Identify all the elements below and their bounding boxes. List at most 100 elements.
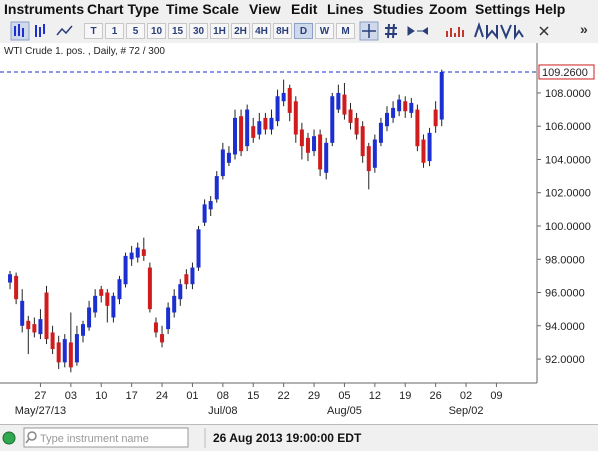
timeframe-button[interactable]: W	[315, 23, 334, 39]
candle-body	[178, 284, 183, 300]
y-tick-label: 108.0000	[545, 88, 591, 100]
menu-item[interactable]: Studies	[373, 1, 424, 17]
period-label: Aug/05	[327, 405, 362, 417]
candle-body	[433, 109, 438, 127]
candle-body	[330, 96, 335, 143]
candle-body	[324, 142, 329, 173]
candle-body	[226, 152, 231, 163]
timeframe-button[interactable]: 30	[189, 23, 208, 39]
timeframe-button[interactable]: 10	[147, 23, 166, 39]
menu-item[interactable]: Chart Type	[87, 1, 160, 17]
toolbar: T 1 5 10 15 30 1H 2H 4H 8H D W M»	[0, 19, 598, 44]
candle-body	[208, 201, 213, 210]
candle-body	[415, 109, 420, 147]
drawing-tools[interactable]	[474, 21, 524, 41]
candle-icon[interactable]	[35, 24, 45, 37]
menu-item[interactable]: Edit	[291, 1, 318, 17]
timeframe-button[interactable]: 2H	[231, 23, 250, 39]
clear-icon[interactable]	[539, 26, 549, 36]
chart: WTI Crude 1. pos. , Daily, # 72 / 300 92…	[0, 43, 598, 424]
menu-item[interactable]: Instruments	[4, 1, 85, 17]
y-tick-label: 102.0000	[545, 188, 591, 200]
timeframe-button[interactable]: 4H	[252, 23, 271, 39]
candle-body	[147, 267, 152, 310]
volume-icon[interactable]	[446, 27, 464, 37]
candle-body	[427, 132, 432, 162]
timeframe-button[interactable]: T	[84, 23, 103, 39]
candle-body	[32, 324, 37, 333]
candle-body	[196, 229, 201, 268]
menu-item[interactable]: Time Scale	[166, 1, 239, 17]
candle-body	[74, 334, 79, 363]
candle-body	[44, 292, 49, 340]
candle-body	[160, 334, 165, 343]
more-button[interactable]: »	[580, 21, 588, 37]
x-tick-label: 02	[460, 390, 472, 402]
candle-body	[20, 300, 25, 326]
candle-body	[397, 99, 402, 112]
menu-item[interactable]: View	[249, 1, 281, 17]
x-tick-label: 03	[65, 390, 77, 402]
x-tick-label: 15	[247, 390, 259, 402]
timeframe-button[interactable]: 1H	[210, 23, 229, 39]
menu-item[interactable]: Help	[535, 1, 566, 17]
candle-body	[93, 295, 98, 313]
candle-body	[220, 149, 225, 177]
line-icon[interactable]	[56, 25, 73, 36]
candle-body	[239, 116, 244, 152]
timeframe-button[interactable]: D	[294, 23, 313, 39]
candle-body	[184, 274, 189, 285]
x-tick-label: 29	[308, 390, 320, 402]
timeframe-button[interactable]: 1	[105, 23, 124, 39]
zoom-icon[interactable]	[407, 26, 424, 36]
grid-icon[interactable]	[385, 23, 397, 39]
candle-body	[439, 71, 444, 120]
candle-body	[129, 252, 134, 260]
candle-body	[312, 136, 317, 152]
timeframe-button[interactable]: 5	[126, 23, 145, 39]
x-tick-label: 27	[34, 390, 46, 402]
candle-body	[26, 320, 31, 330]
candle-body	[293, 101, 298, 135]
y-tick-label: 100.0000	[545, 221, 591, 233]
candle-body	[99, 289, 104, 296]
candle-body	[281, 92, 286, 102]
candle-body	[105, 292, 110, 306]
candle-body	[190, 267, 195, 285]
candle-body	[385, 112, 389, 127]
candle-body	[257, 121, 262, 135]
timeframe-button[interactable]: 8H	[273, 23, 292, 39]
search-icon	[27, 431, 37, 441]
chart-title: WTI Crude 1. pos. , Daily, # 72 / 300	[4, 46, 165, 57]
x-tick-label: 19	[399, 390, 411, 402]
candle-body	[378, 122, 383, 143]
timeframe-button[interactable]: M	[336, 23, 355, 39]
candle-body	[38, 319, 43, 335]
zoom-out-icon[interactable]	[422, 27, 428, 35]
candle-body	[56, 342, 61, 363]
menu-item[interactable]: Zoom	[429, 1, 468, 17]
candle-body	[50, 332, 55, 350]
instrument-input[interactable]	[23, 427, 189, 448]
candle-body	[421, 139, 426, 163]
x-tick-label: 24	[156, 390, 168, 402]
status-icons: Type instrument name 26 Aug 2013 19:00:0…	[2, 427, 362, 448]
period-label: May/27/13	[15, 405, 66, 417]
status-bar: Type instrument name 26 Aug 2013 19:00:0…	[0, 424, 598, 451]
chart-background	[0, 43, 598, 424]
candle-body	[135, 247, 140, 258]
candle-body	[360, 126, 365, 157]
menu-item[interactable]: Lines	[327, 1, 364, 17]
y-tick-label: 106.0000	[545, 121, 591, 133]
toolbar-icons	[10, 21, 549, 41]
candle-body	[214, 176, 219, 200]
instrument-placeholder: Type instrument name	[40, 433, 149, 445]
menu-item[interactable]: Settings	[475, 1, 531, 17]
candle-body	[172, 295, 177, 313]
timeframe-button[interactable]: 15	[168, 23, 187, 39]
candle-body	[263, 117, 268, 130]
x-tick-label: 09	[490, 390, 502, 402]
candle-body	[391, 107, 396, 118]
x-tick-label: 05	[338, 390, 350, 402]
